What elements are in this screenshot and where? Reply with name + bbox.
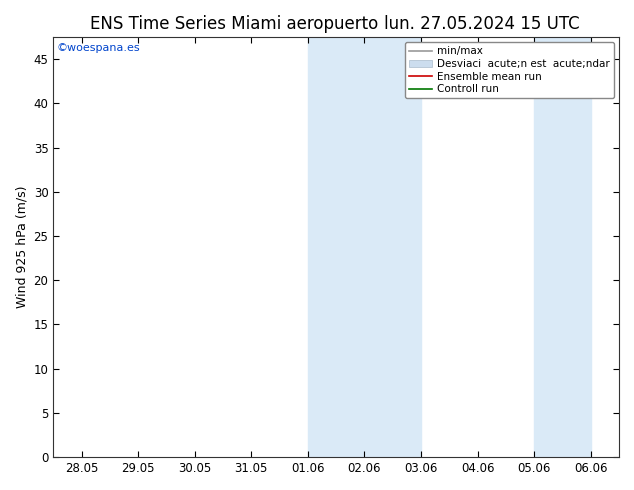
Y-axis label: Wind 925 hPa (m/s): Wind 925 hPa (m/s) xyxy=(15,186,28,308)
Text: lun. 27.05.2024 15 UTC: lun. 27.05.2024 15 UTC xyxy=(384,15,579,33)
Legend: min/max, Desviaci  acute;n est  acute;ndar, Ensemble mean run, Controll run: min/max, Desviaci acute;n est acute;ndar… xyxy=(404,42,614,98)
Bar xyxy=(534,37,591,457)
Bar xyxy=(308,37,421,457)
Text: ©woespana.es: ©woespana.es xyxy=(56,43,139,53)
Text: ENS Time Series Miami aeropuerto: ENS Time Series Miami aeropuerto xyxy=(91,15,378,33)
